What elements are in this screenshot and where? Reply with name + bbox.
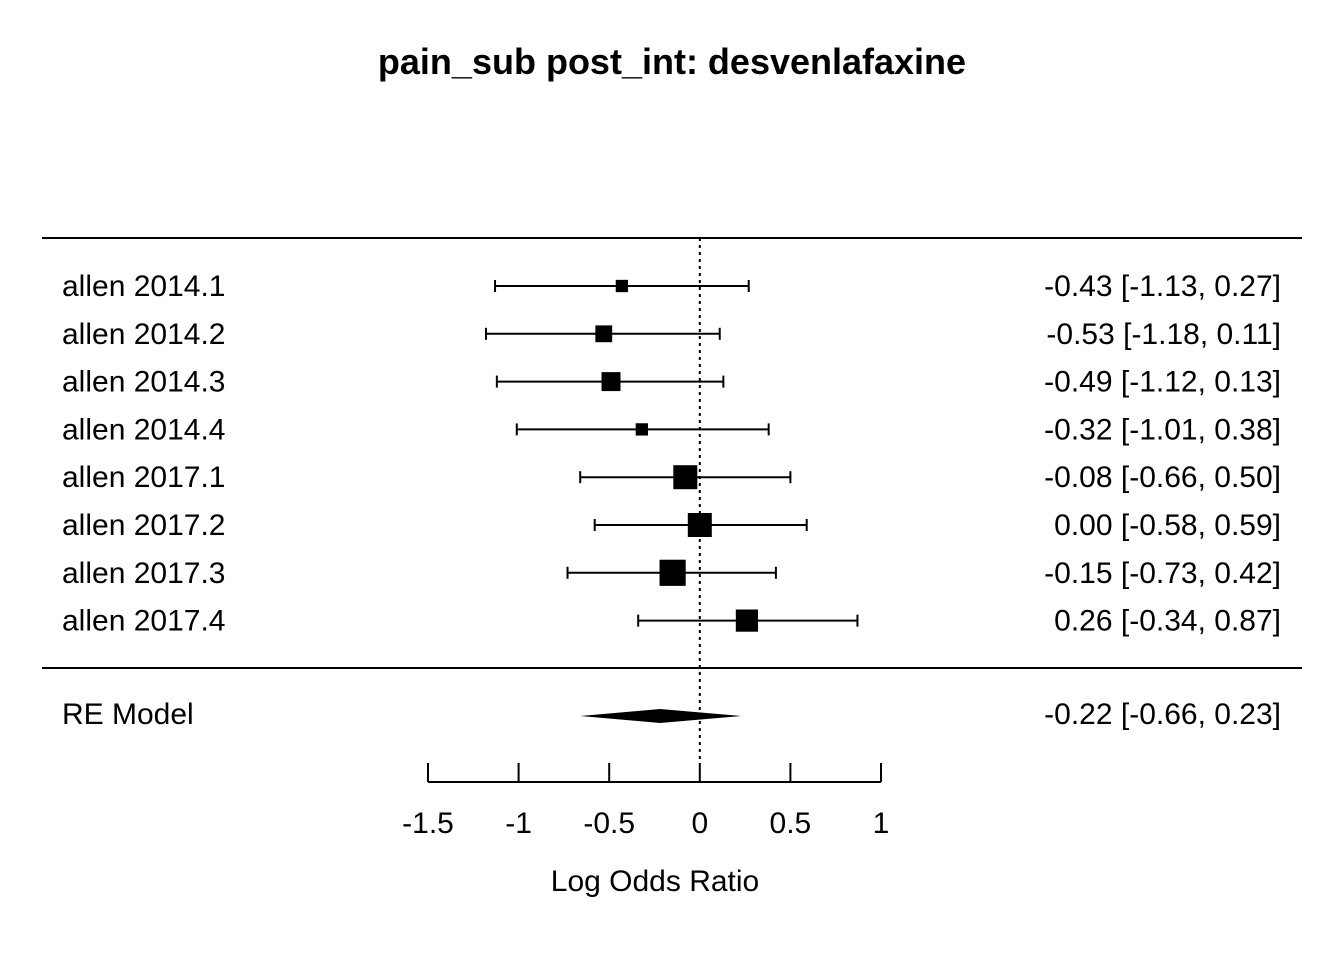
- study-row: allen 2017.1 -0.08 [-0.66, 0.50]: [62, 461, 1281, 494]
- chart-title: pain_sub post_int: desvenlafaxine: [378, 41, 966, 82]
- summary-ci-text: -0.22 [-0.66, 0.23]: [1044, 698, 1281, 731]
- point-estimate: [659, 559, 686, 586]
- study-row: allen 2014.1 -0.43 [-1.13, 0.27]: [62, 270, 1281, 303]
- point-estimate: [615, 279, 629, 293]
- ci-text: -0.43 [-1.13, 0.27]: [1044, 270, 1281, 303]
- study-label: allen 2017.1: [62, 461, 225, 494]
- ci-text: -0.08 [-0.66, 0.50]: [1044, 461, 1281, 494]
- x-tick-label: -0.5: [583, 807, 635, 840]
- study-label: allen 2014.3: [62, 366, 225, 399]
- study-label: allen 2014.4: [62, 413, 225, 446]
- point-estimate: [687, 513, 712, 537]
- ci-text: 0.26 [-0.34, 0.87]: [1054, 605, 1281, 638]
- summary-diamond: [580, 709, 742, 723]
- study-row: allen 2017.2 0.00 [-0.58, 0.59]: [62, 509, 1281, 542]
- study-label: allen 2014.2: [62, 318, 225, 351]
- x-tick-label: 0.5: [770, 807, 812, 840]
- point-estimate: [601, 372, 621, 392]
- study-label: allen 2017.4: [62, 605, 225, 638]
- ci-text: 0.00 [-0.58, 0.59]: [1054, 509, 1281, 542]
- study-row: allen 2014.4 -0.32 [-1.01, 0.38]: [62, 413, 1281, 446]
- ci-text: -0.49 [-1.12, 0.13]: [1044, 366, 1281, 399]
- ci-text: -0.32 [-1.01, 0.38]: [1044, 413, 1281, 446]
- summary-row: RE Model -0.22 [-0.66, 0.23]: [62, 698, 1281, 731]
- x-tick-label: -1: [505, 807, 532, 840]
- study-rows: allen 2014.1 -0.43 [-1.13, 0.27]allen 201…: [62, 270, 1281, 638]
- x-tick-label: 0: [691, 807, 708, 840]
- point-estimate: [595, 325, 613, 343]
- ci-text: -0.15 [-0.73, 0.42]: [1044, 557, 1281, 590]
- x-axis-label: Log Odds Ratio: [551, 865, 759, 898]
- study-row: allen 2017.3 -0.15 [-0.73, 0.42]: [62, 557, 1281, 590]
- x-tick-label: 1: [873, 807, 890, 840]
- x-axis: -1.5 -1 -0.5 0 0.5 1: [402, 763, 889, 840]
- study-row: allen 2014.3 -0.49 [-1.12, 0.13]: [62, 366, 1281, 399]
- study-label: allen 2014.1: [62, 270, 225, 303]
- study-row: allen 2014.2 -0.53 [-1.18, 0.11]: [62, 318, 1281, 351]
- x-tick-label: -1.5: [402, 807, 454, 840]
- ci-text: -0.53 [-1.18, 0.11]: [1046, 318, 1281, 351]
- study-label: allen 2017.3: [62, 557, 225, 590]
- study-row: allen 2017.4 0.26 [-0.34, 0.87]: [62, 605, 1281, 638]
- point-estimate: [673, 465, 698, 490]
- summary-label: RE Model: [62, 698, 194, 731]
- study-label: allen 2017.2: [62, 509, 225, 542]
- point-estimate: [735, 609, 759, 632]
- point-estimate: [635, 423, 648, 436]
